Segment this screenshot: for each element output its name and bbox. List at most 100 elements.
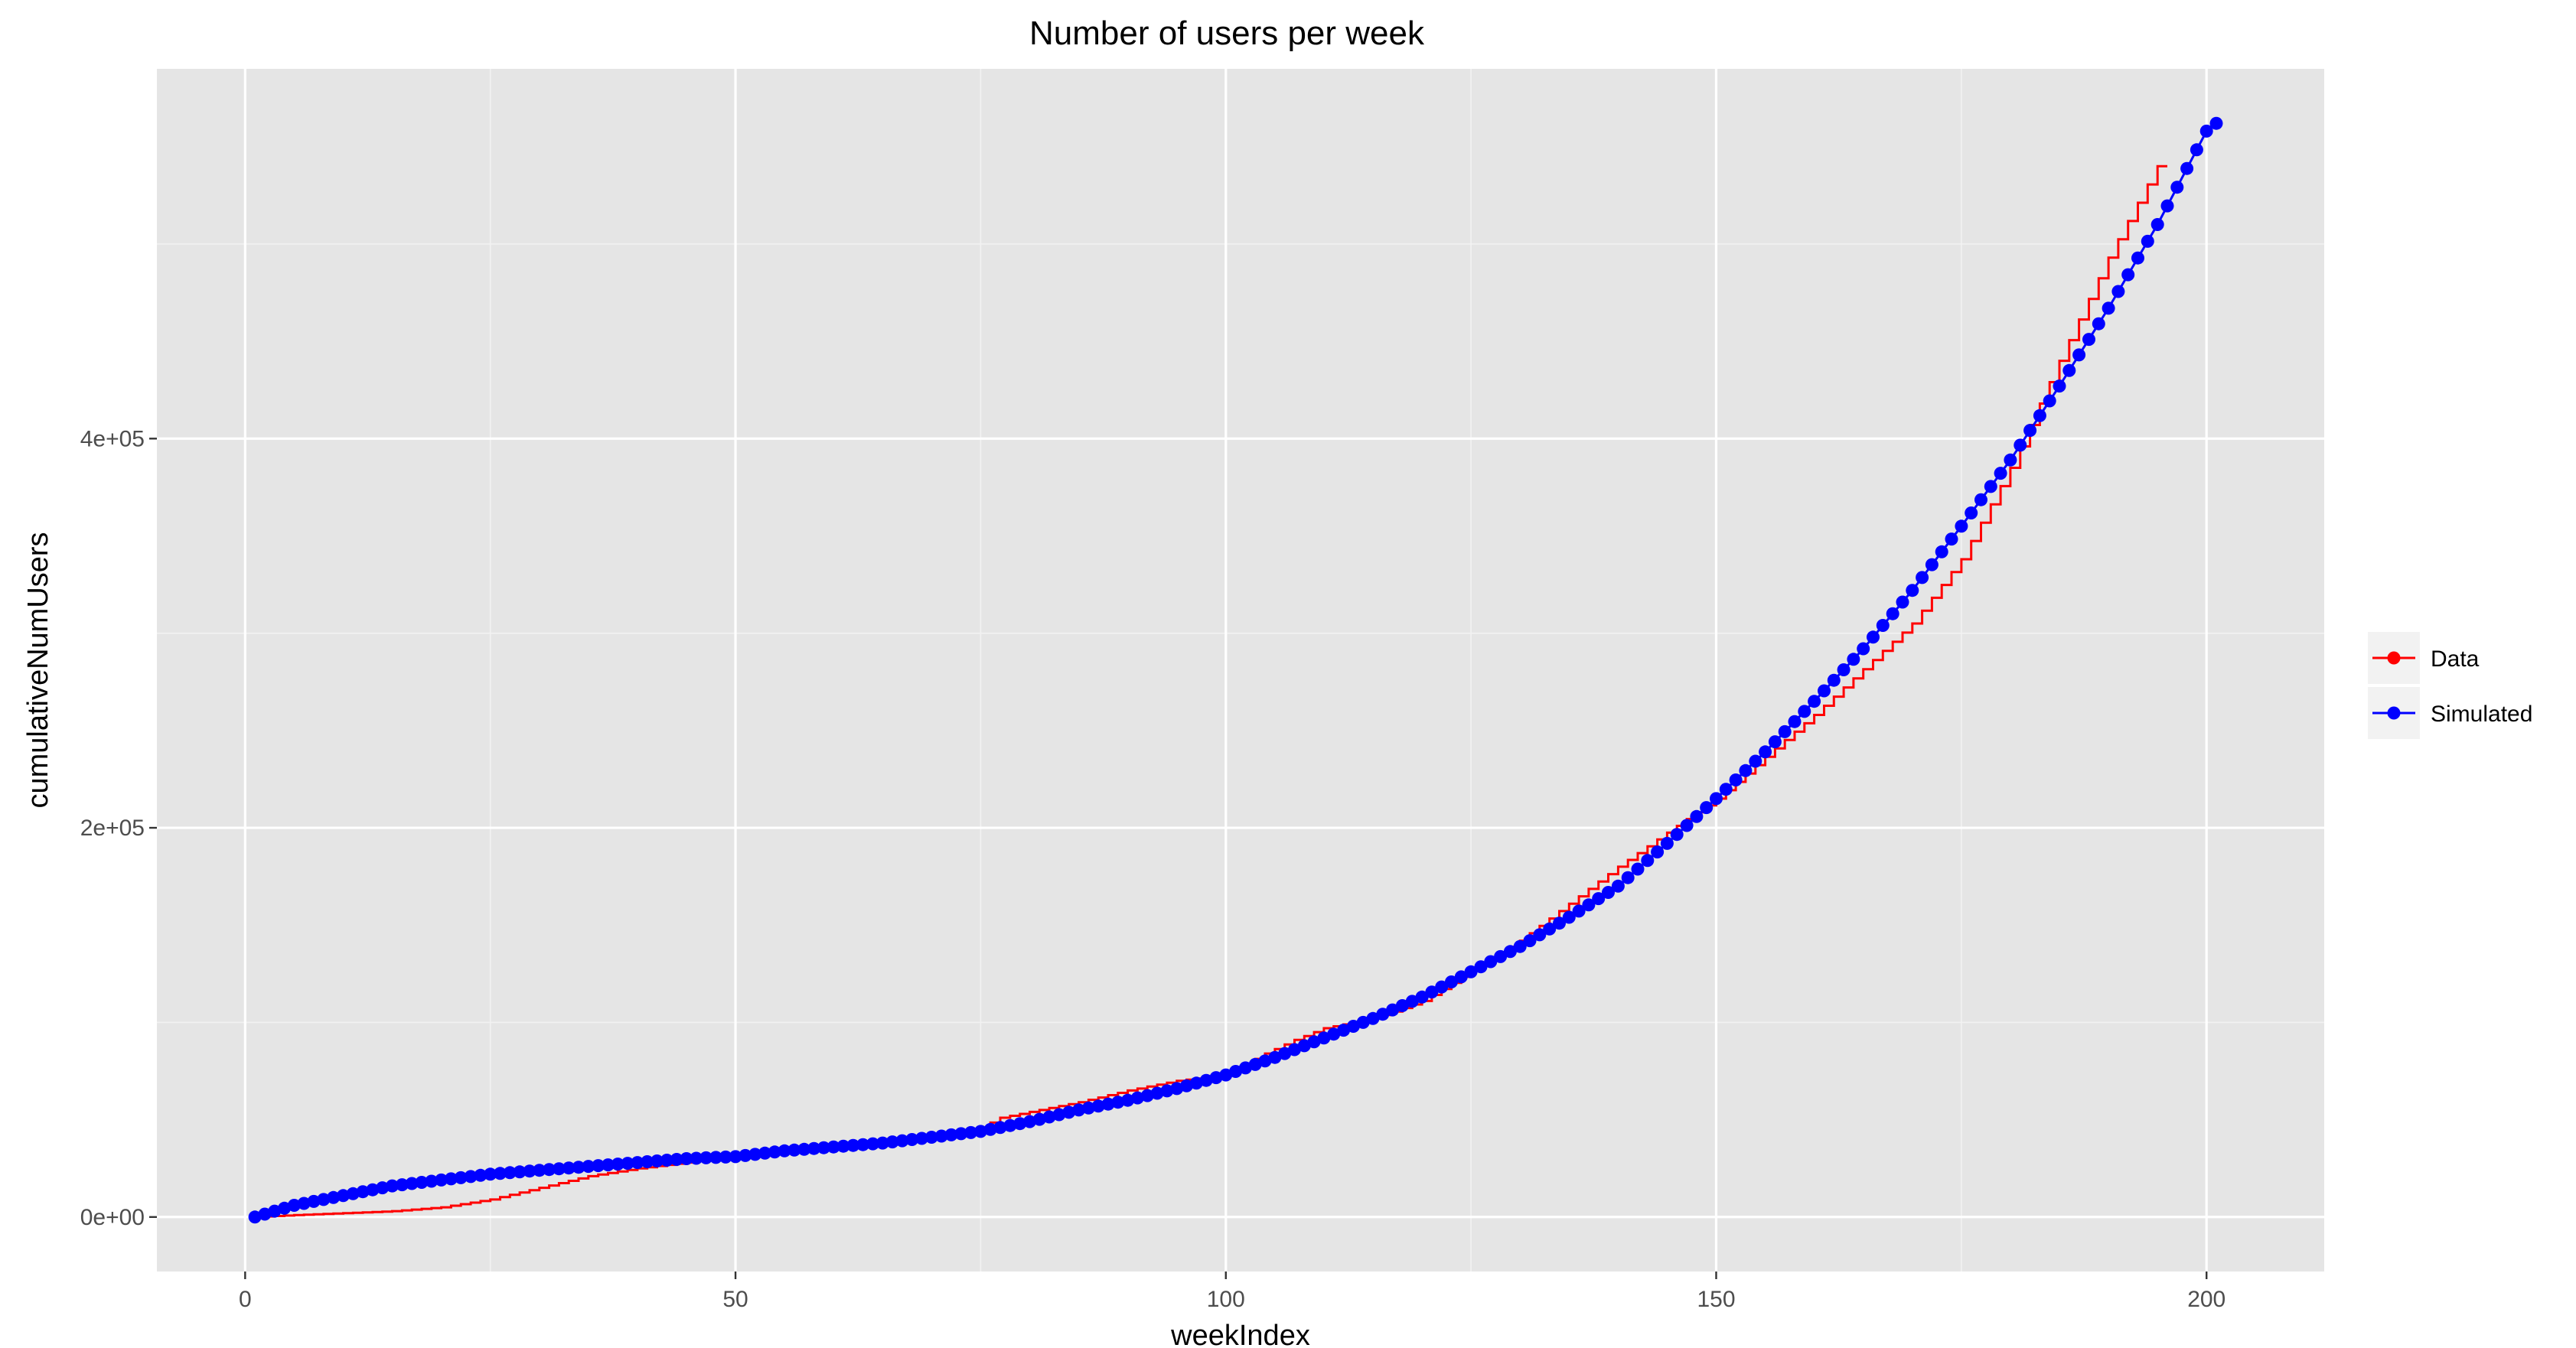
simulated-point xyxy=(592,1159,605,1173)
simulated-point xyxy=(1945,532,1958,546)
simulated-point xyxy=(1553,917,1566,930)
simulated-point xyxy=(905,1133,919,1146)
simulated-point xyxy=(1533,928,1547,942)
simulated-point xyxy=(2033,409,2046,422)
simulated-point xyxy=(1906,584,1919,597)
simulated-point xyxy=(533,1164,546,1177)
simulated-point xyxy=(2004,453,2017,467)
simulated-point xyxy=(1346,1020,1360,1033)
simulated-point xyxy=(523,1164,536,1178)
simulated-point xyxy=(1837,663,1850,676)
x-tick-label: 200 xyxy=(2187,1287,2225,1312)
simulated-point xyxy=(503,1166,517,1180)
simulated-point xyxy=(2062,363,2076,377)
simulated-point xyxy=(1680,819,1694,832)
simulated-point xyxy=(1435,980,1449,994)
simulated-point xyxy=(494,1167,507,1180)
simulated-point xyxy=(1474,960,1488,974)
simulated-point xyxy=(1042,1110,1056,1124)
simulated-point xyxy=(2121,268,2135,282)
simulated-point xyxy=(1415,990,1429,1004)
simulated-point xyxy=(1700,801,1714,815)
simulated-point xyxy=(885,1135,899,1149)
simulated-point xyxy=(268,1204,282,1218)
simulated-point xyxy=(1130,1091,1144,1105)
simulated-point xyxy=(2043,394,2056,408)
simulated-point xyxy=(317,1193,331,1206)
simulated-point xyxy=(1916,571,1929,584)
simulated-point xyxy=(1611,879,1625,893)
simulated-point xyxy=(1238,1061,1252,1075)
simulated-point xyxy=(297,1197,311,1210)
simulated-point xyxy=(2092,317,2105,330)
simulated-point xyxy=(1955,519,1968,533)
simulated-point xyxy=(866,1137,879,1151)
simulated-point xyxy=(582,1160,595,1174)
simulated-point xyxy=(1857,642,1870,656)
simulated-point xyxy=(719,1150,732,1164)
legend-key-point xyxy=(2387,651,2401,665)
simulated-point xyxy=(631,1156,644,1170)
y-axis-label: cumulativeNumUsers xyxy=(22,532,54,808)
simulated-point xyxy=(2141,234,2154,248)
simulated-point xyxy=(1867,630,1880,644)
simulated-point xyxy=(1386,1003,1400,1017)
series-layer xyxy=(248,116,2223,1224)
simulated-point xyxy=(346,1187,360,1200)
simulated-point xyxy=(2190,143,2203,157)
simulated-point xyxy=(1876,619,1890,632)
simulated-point xyxy=(1778,724,1792,738)
simulated-point xyxy=(278,1201,292,1215)
simulated-point xyxy=(1759,745,1772,759)
simulated-point xyxy=(1091,1099,1105,1113)
simulated-point xyxy=(2082,333,2095,347)
simulated-point xyxy=(807,1141,821,1155)
simulated-point xyxy=(258,1207,272,1221)
simulated-point xyxy=(1670,828,1684,842)
simulated-point xyxy=(1062,1105,1076,1119)
simulated-point xyxy=(660,1154,673,1167)
simulated-point xyxy=(1356,1015,1370,1029)
simulated-point xyxy=(435,1173,448,1187)
x-axis-label: weekIndex xyxy=(1170,1320,1310,1348)
simulated-point xyxy=(2160,199,2174,213)
simulated-point xyxy=(1788,715,1802,728)
simulated-point xyxy=(1395,999,1409,1012)
simulated-point xyxy=(1984,480,1997,493)
simulated-point xyxy=(2111,285,2125,298)
simulated-point xyxy=(2102,301,2115,315)
simulated-point xyxy=(993,1121,1007,1135)
simulated-point xyxy=(1337,1024,1351,1037)
simulated-point xyxy=(1749,754,1762,768)
simulated-point xyxy=(1621,871,1635,884)
simulated-point xyxy=(895,1134,909,1148)
simulated-point xyxy=(1602,886,1615,899)
simulated-point xyxy=(1965,506,1978,519)
simulated-point xyxy=(327,1190,341,1204)
simulated-point xyxy=(1219,1068,1233,1082)
simulated-point xyxy=(739,1148,752,1162)
y-tick-label: 2e+05 xyxy=(80,816,145,841)
x-tick-label: 100 xyxy=(1207,1287,1245,1312)
simulated-point xyxy=(1229,1065,1243,1078)
simulated-point xyxy=(1258,1054,1272,1068)
simulated-point xyxy=(1641,854,1655,868)
simulated-point xyxy=(1818,684,1831,698)
simulated-point xyxy=(1317,1031,1331,1045)
simulated-point xyxy=(651,1154,664,1167)
simulated-point xyxy=(1081,1101,1095,1115)
simulated-point xyxy=(1660,836,1674,850)
simulated-point xyxy=(2150,218,2164,231)
simulated-point xyxy=(1494,949,1508,963)
simulated-point xyxy=(1003,1118,1017,1132)
simulated-point xyxy=(1121,1093,1135,1107)
simulated-point xyxy=(1366,1011,1380,1025)
simulated-point xyxy=(2023,424,2037,438)
simulated-point xyxy=(1592,892,1606,906)
simulated-point xyxy=(856,1138,870,1151)
simulated-point xyxy=(1808,695,1821,708)
simulated-point xyxy=(1827,673,1841,687)
simulated-point xyxy=(846,1138,860,1152)
simulated-point xyxy=(1454,970,1468,984)
simulated-point xyxy=(2072,348,2086,362)
